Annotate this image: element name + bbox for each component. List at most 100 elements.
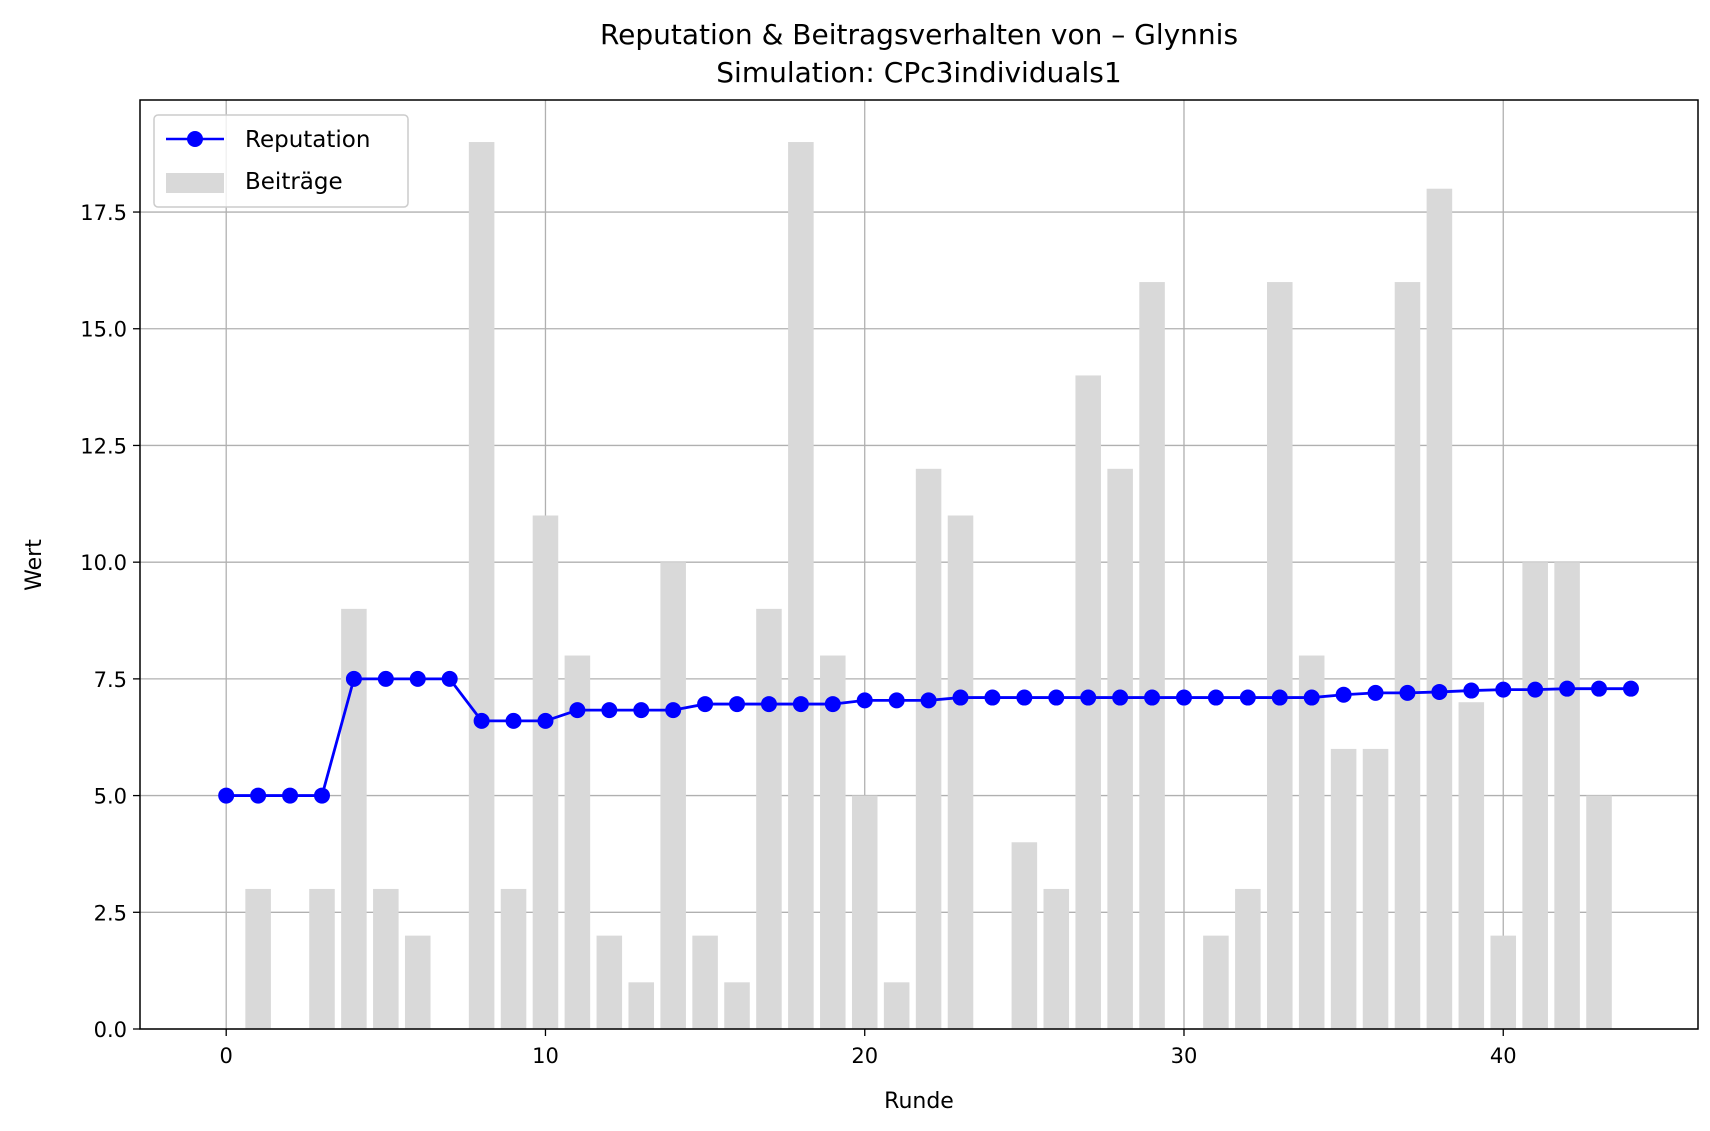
bar <box>1490 935 1517 1029</box>
bar <box>404 935 431 1029</box>
y-tick-label: 12.5 <box>80 434 127 458</box>
y-axis: 0.0 2.5 5.0 7.5 10.0 12.5 15.0 17.5 <box>80 201 140 1042</box>
data-point <box>665 702 682 719</box>
bar <box>851 795 878 1029</box>
x-tick-label: 40 <box>1490 1044 1517 1068</box>
legend-bar-swatch <box>166 173 224 193</box>
data-point <box>1271 689 1288 706</box>
data-point <box>1463 682 1480 699</box>
bar <box>820 655 846 1029</box>
legend-marker-swatch <box>187 131 203 147</box>
data-point <box>1239 689 1256 706</box>
data-point <box>601 702 618 719</box>
data-point <box>1303 689 1320 706</box>
data-point <box>377 670 394 687</box>
data-point <box>1207 689 1224 706</box>
y-tick-label: 2.5 <box>94 901 127 925</box>
data-point <box>345 670 362 687</box>
data-point <box>1048 689 1065 706</box>
data-point <box>792 696 809 713</box>
bar <box>947 515 974 1029</box>
x-tick-label: 10 <box>532 1044 559 1068</box>
bar <box>1458 702 1485 1029</box>
bar <box>596 935 623 1029</box>
bar <box>1298 655 1325 1029</box>
data-point <box>1367 684 1384 701</box>
data-point <box>1175 689 1192 706</box>
data-point <box>952 689 969 706</box>
bar <box>309 888 335 1029</box>
bar <box>1266 282 1293 1030</box>
chart-subtitle: Simulation: CPc3individuals1 <box>716 56 1121 89</box>
y-tick-label: 10.0 <box>80 551 127 575</box>
bar <box>245 888 271 1029</box>
bar <box>1043 888 1070 1029</box>
chart-title: Reputation & Beitragsverhalten von – Gly… <box>600 18 1238 51</box>
data-point <box>1622 680 1639 697</box>
y-axis-label: Wert <box>22 539 47 591</box>
data-point <box>760 696 777 713</box>
bar <box>1107 468 1133 1030</box>
data-point <box>282 787 299 804</box>
data-point <box>1144 689 1161 706</box>
bar <box>915 468 942 1030</box>
data-point <box>537 712 554 729</box>
data-point <box>1016 689 1033 706</box>
x-axis-label: Runde <box>884 1089 954 1114</box>
y-tick-label: 17.5 <box>80 201 127 225</box>
bar <box>1139 282 1165 1030</box>
bar <box>788 142 814 1029</box>
bar <box>1586 795 1612 1029</box>
bar <box>1330 748 1357 1029</box>
data-point <box>984 689 1001 706</box>
x-axis: 0 10 20 30 40 <box>220 1029 1517 1068</box>
y-tick-label: 0.0 <box>94 1018 127 1042</box>
data-point <box>473 712 490 729</box>
legend-label-reputation: Reputation <box>245 127 370 153</box>
data-point <box>1112 689 1129 706</box>
y-tick-label: 5.0 <box>94 785 127 809</box>
data-point <box>1080 689 1097 706</box>
data-point <box>1495 681 1512 698</box>
data-point <box>856 692 873 709</box>
data-point <box>409 670 426 687</box>
data-point <box>569 702 586 719</box>
data-point <box>729 696 746 713</box>
data-point <box>1527 681 1544 698</box>
data-point <box>697 696 714 713</box>
bar-series <box>245 142 1612 1030</box>
bar <box>1394 282 1421 1030</box>
data-point <box>441 670 458 687</box>
legend-label-beitraege: Beiträge <box>245 169 343 195</box>
plot-frame <box>139 99 1699 1030</box>
y-tick-label: 7.5 <box>94 668 127 692</box>
bar <box>1522 562 1548 1029</box>
data-point <box>1591 680 1608 697</box>
legend: Reputation Beiträge <box>153 114 409 208</box>
data-point <box>505 712 522 729</box>
bar <box>1203 935 1229 1029</box>
bar <box>373 888 399 1029</box>
bar <box>883 982 910 1029</box>
bar <box>468 142 495 1029</box>
data-point <box>920 692 937 709</box>
bar <box>724 982 750 1029</box>
line-series <box>218 670 1639 804</box>
data-point <box>1399 684 1416 701</box>
data-point <box>218 787 235 804</box>
x-tick-label: 0 <box>220 1044 233 1068</box>
data-point <box>1431 683 1448 700</box>
bar <box>1362 748 1389 1029</box>
bar <box>500 888 527 1029</box>
bar <box>756 608 782 1029</box>
bar <box>628 982 655 1029</box>
bar <box>1426 188 1453 1029</box>
bar <box>1554 562 1580 1029</box>
bar <box>1235 888 1261 1029</box>
data-point <box>1559 680 1576 697</box>
bar <box>1011 842 1038 1029</box>
data-point <box>313 787 330 804</box>
bar <box>692 935 718 1029</box>
bar <box>660 562 686 1029</box>
